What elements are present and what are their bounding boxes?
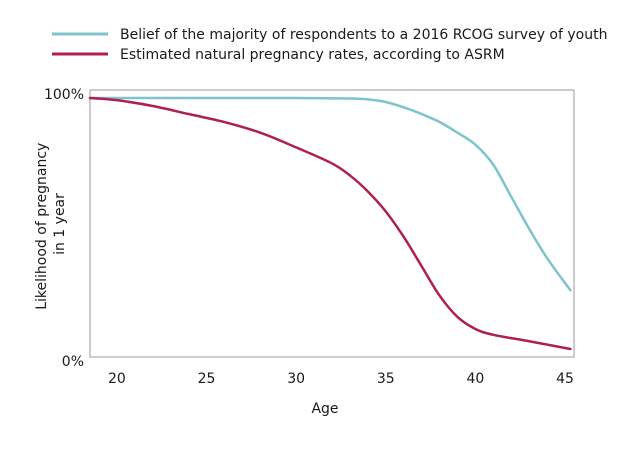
x-tick-labels: 20 25 30 35 40 45: [108, 371, 574, 387]
legend-label-rcog: Belief of the majority of respondents to…: [120, 27, 607, 43]
legend: Belief of the majority of respondents to…: [52, 27, 607, 63]
y-axis-label: Likelihood of pregnancy in 1 year: [34, 138, 68, 310]
series-line-rcog-belief: [88, 96, 572, 292]
x-tick-label-45: 45: [556, 371, 574, 387]
x-tick-label-30: 30: [287, 371, 305, 387]
x-tick-label-35: 35: [377, 371, 395, 387]
series-layer: [88, 96, 572, 351]
y-tick-label-100: 100%: [44, 87, 84, 103]
x-tick-label-40: 40: [466, 371, 484, 387]
y-axis-label-line-1: Likelihood of pregnancy: [34, 143, 50, 310]
x-tick-label-20: 20: [108, 371, 126, 387]
x-tick-label-25: 25: [198, 371, 216, 387]
y-axis-label-line-2: in 1 year: [52, 193, 68, 255]
x-axis-label: Age: [311, 401, 338, 417]
legend-label-asrm: Estimated natural pregnancy rates, accor…: [120, 47, 505, 63]
series-line-asrm-estimate: [88, 96, 572, 351]
y-tick-label-0: 0%: [62, 354, 84, 370]
plot-area-frame: [89, 89, 575, 358]
